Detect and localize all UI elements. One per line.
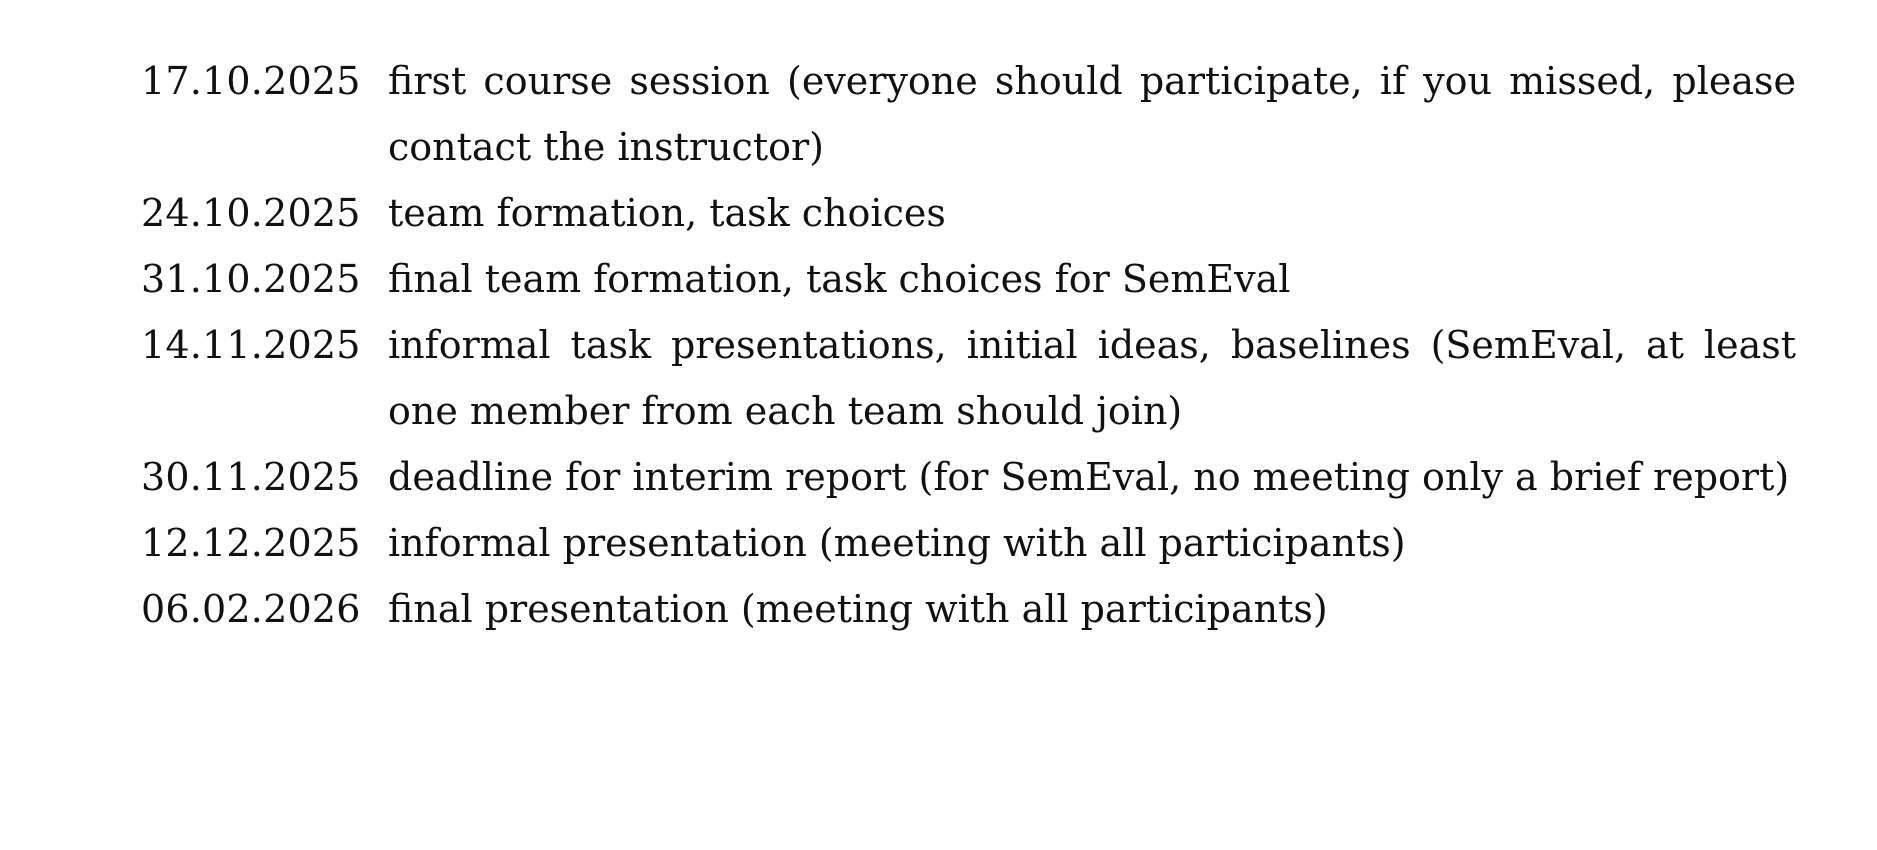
schedule-description: informal task presentations, initial ide… [388,323,1796,433]
schedule-description: deadline for interim report (for SemEval… [388,455,1790,499]
schedule-description: first course session (everyone should pa… [388,59,1796,169]
schedule-date: 17.10.2025 [141,59,361,103]
schedule-list: 17.10.2025 first course session (everyon… [141,48,1796,642]
schedule-description: final presentation (meeting with all par… [388,587,1328,631]
schedule-date: 14.11.2025 [141,323,361,367]
schedule-description: informal presentation (meeting with all … [388,521,1406,565]
schedule-description: final team formation, task choices for S… [388,257,1291,301]
schedule-date: 24.10.2025 [141,191,361,235]
schedule-date: 30.11.2025 [141,455,361,499]
schedule-date: 31.10.2025 [141,257,361,301]
schedule-date: 06.02.2026 [141,587,361,631]
schedule-description: team formation, task choices [388,191,946,235]
schedule-date: 12.12.2025 [141,521,361,565]
